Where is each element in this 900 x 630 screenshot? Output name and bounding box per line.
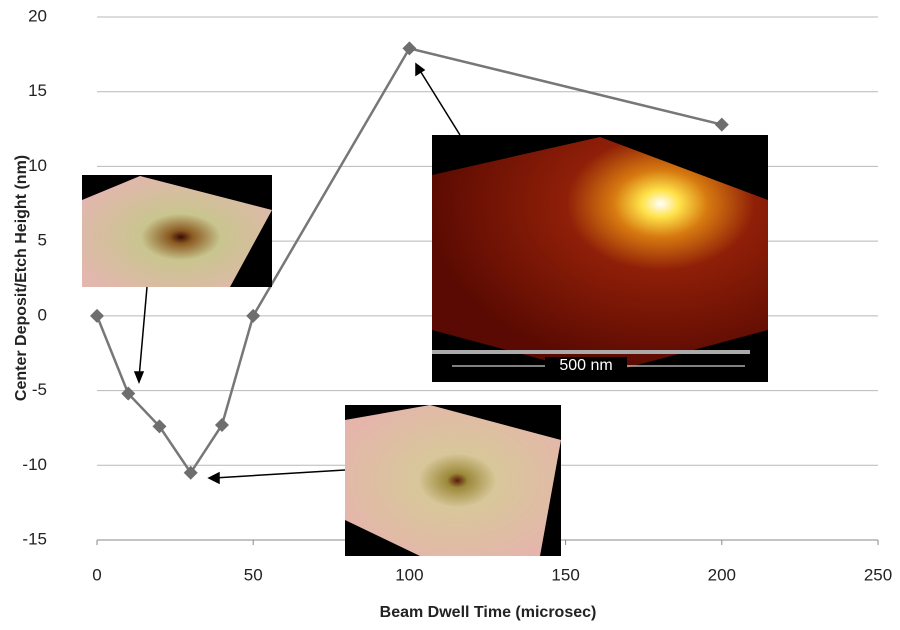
data-point [715,118,729,132]
inset-etch-deep [345,405,561,556]
x-axis-title: Beam Dwell Time (microsec) [380,604,597,621]
inset-deposit: 500 nm [432,135,768,382]
data-point [90,309,104,323]
y-axis-title: Center Deposit/Etch Height (nm) [13,155,30,401]
y-tick-label: 20 [28,6,47,25]
data-point [402,41,416,55]
y-tick-label: -15 [22,529,47,548]
data-point [215,418,229,432]
x-tick-label: 100 [395,565,423,584]
y-tick-label: 0 [38,305,47,324]
x-tick-label: 200 [708,565,736,584]
y-tick-label: -5 [32,380,47,399]
scale-label: 500 nm [559,357,612,374]
chart: -15-10-505101520050100150200250 Beam Dwe… [0,0,900,630]
x-tick-label: 50 [244,565,263,584]
y-tick-label: -10 [22,455,47,474]
inset-etch-small [82,175,272,287]
x-tick-label: 0 [92,565,101,584]
y-tick-label: 15 [28,81,47,100]
x-tick-label: 250 [864,565,892,584]
y-tick-label: 5 [38,231,47,250]
data-point [246,309,260,323]
data-point [184,466,198,480]
y-tick-label: 10 [28,156,47,175]
x-tick-label: 150 [551,565,579,584]
